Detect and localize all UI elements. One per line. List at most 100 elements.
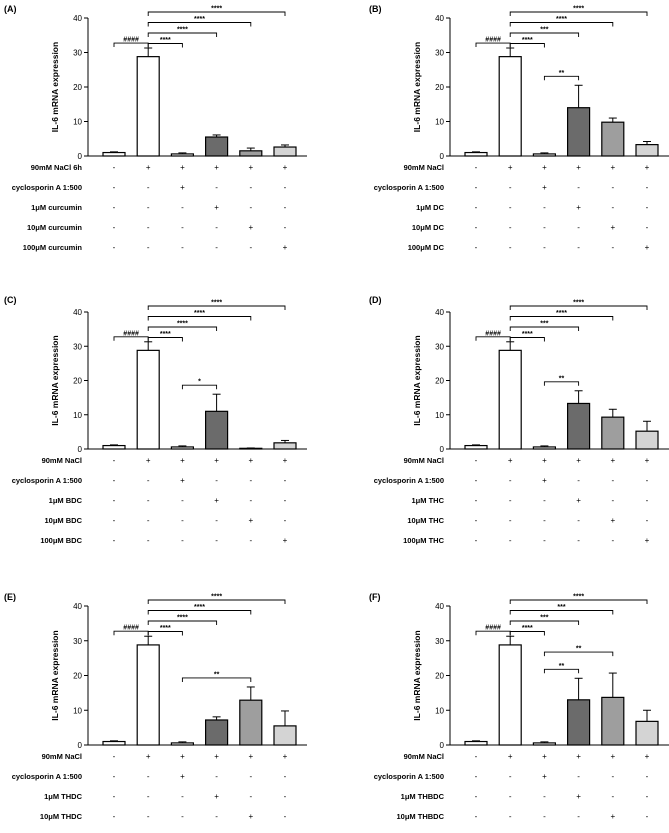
condition-sign: + (180, 772, 185, 781)
condition-sign: + (146, 163, 151, 172)
condition-sign: - (113, 812, 116, 821)
significance-label: #### (123, 37, 139, 44)
condition-sign: - (147, 183, 150, 192)
condition-sign: - (509, 183, 512, 192)
condition-sign: - (646, 476, 649, 485)
significance-bracket (181, 384, 218, 390)
panel-label: (C) (4, 295, 17, 305)
panel-label: (B) (369, 4, 382, 14)
condition-sign: + (576, 752, 581, 761)
condition-sign: - (646, 516, 649, 525)
panel-label: (E) (4, 592, 16, 602)
y-tick-label: 30 (73, 342, 82, 351)
condition-sign: - (113, 792, 116, 801)
condition-sign: - (284, 476, 287, 485)
condition-sign: - (475, 812, 478, 821)
condition-sign: - (147, 792, 150, 801)
y-tick-label: 0 (440, 152, 445, 161)
significance-label: ** (214, 671, 220, 678)
condition-sign: + (214, 792, 219, 801)
condition-sign: + (283, 536, 288, 545)
condition-sign: - (611, 203, 614, 212)
condition-sign: + (542, 752, 547, 761)
y-tick-label: 30 (73, 637, 82, 646)
bar (273, 725, 297, 746)
y-tick-label: 30 (435, 342, 444, 351)
significance-bracket (509, 599, 648, 604)
significance-label: **** (160, 37, 171, 44)
y-tick-label: 20 (435, 83, 444, 92)
condition-sign: - (181, 516, 184, 525)
condition-sign: - (147, 536, 150, 545)
panel-label: (D) (369, 295, 382, 305)
panel-label: (A) (4, 4, 17, 14)
condition-label: cyclosporin A 1:500 (374, 476, 444, 485)
significance-bracket (543, 75, 580, 81)
y-tick-label: 20 (73, 672, 82, 681)
condition-sign: - (543, 812, 546, 821)
bar (566, 107, 591, 157)
significance-label: ** (559, 375, 565, 382)
condition-sign: - (611, 792, 614, 801)
bar (601, 416, 625, 450)
condition-sign: - (113, 456, 116, 465)
condition-sign: - (543, 516, 546, 525)
condition-sign: - (284, 496, 287, 505)
condition-sign: - (646, 203, 649, 212)
condition-sign: - (215, 516, 218, 525)
condition-label: 90mM NaCl 6h (31, 163, 83, 172)
significance-label: ** (576, 646, 582, 653)
y-tick-label: 40 (73, 308, 82, 317)
condition-sign: - (475, 752, 478, 761)
condition-sign: + (645, 536, 650, 545)
bar (566, 402, 591, 450)
bar (601, 121, 625, 157)
bar (498, 349, 522, 450)
bar (498, 56, 522, 157)
significance-bracket (147, 316, 252, 321)
condition-sign: - (509, 516, 512, 525)
condition-sign: - (284, 183, 287, 192)
bar (102, 444, 126, 450)
condition-label: 1μM THC (411, 496, 444, 505)
condition-label: 1μM curcumin (31, 203, 82, 212)
condition-sign: - (215, 476, 218, 485)
condition-sign: - (249, 203, 252, 212)
condition-sign: + (248, 516, 253, 525)
condition-sign: - (215, 223, 218, 232)
condition-sign: - (543, 223, 546, 232)
bar (601, 696, 625, 746)
condition-sign: - (249, 496, 252, 505)
significance-bracket (475, 336, 511, 341)
condition-sign: - (577, 243, 580, 252)
bar (136, 56, 160, 157)
bar (532, 153, 557, 157)
significance-bracket (509, 305, 648, 310)
condition-sign: + (610, 223, 615, 232)
condition-label: 10μM BDC (44, 516, 82, 525)
condition-sign: + (248, 223, 253, 232)
condition-sign: - (113, 752, 116, 761)
condition-label: 1μM THDC (44, 792, 83, 801)
condition-sign: + (180, 456, 185, 465)
bar (464, 740, 488, 746)
condition-sign: + (542, 772, 547, 781)
bar (532, 446, 557, 450)
significance-label: **** (194, 16, 205, 23)
y-tick-label: 30 (73, 49, 82, 58)
significance-bracket (509, 326, 580, 331)
condition-sign: - (113, 536, 116, 545)
significance-label: *** (540, 615, 548, 622)
y-tick-label: 20 (73, 83, 82, 92)
condition-sign: - (284, 772, 287, 781)
significance-label: **** (160, 625, 171, 632)
condition-label: 90mM NaCl (42, 456, 82, 465)
significance-label: **** (573, 6, 584, 13)
y-tick-label: 10 (435, 411, 444, 420)
bar (102, 151, 126, 157)
y-tick-label: 40 (435, 14, 444, 23)
significance-label: *** (540, 321, 548, 328)
